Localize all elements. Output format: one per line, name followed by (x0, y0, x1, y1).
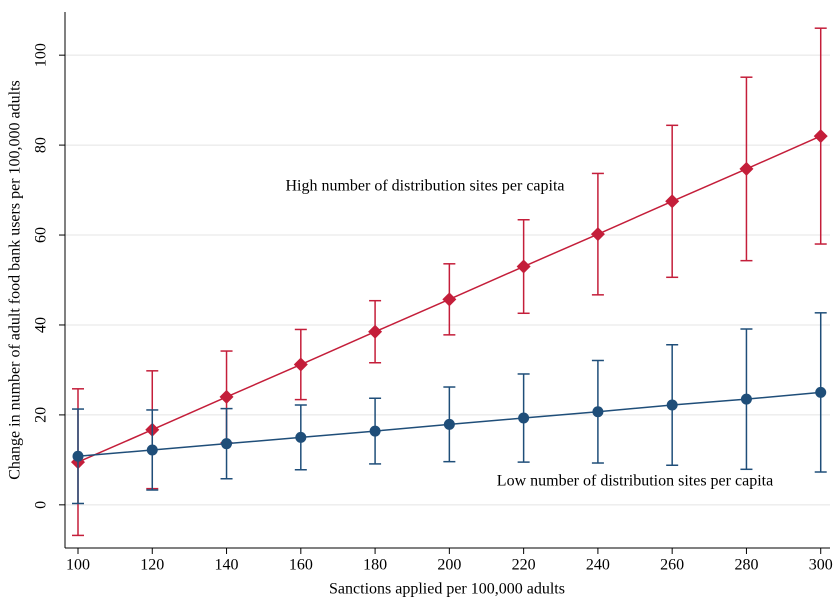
x-tick-label: 160 (289, 557, 313, 574)
x-tick-label: 100 (66, 557, 90, 574)
marker (72, 450, 84, 462)
y-axis-label: Change in number of adult food bank user… (7, 80, 24, 479)
marker (518, 412, 530, 424)
marker (740, 393, 752, 405)
y-tick-label: 0 (33, 501, 50, 509)
marker (295, 431, 307, 443)
x-tick-label: 180 (363, 557, 387, 574)
marker (592, 406, 604, 418)
marker (221, 438, 233, 450)
marker (369, 425, 381, 437)
series-annotation: Low number of distribution sites per cap… (497, 473, 773, 490)
x-tick-label: 300 (809, 557, 833, 574)
series-annotation: High number of distribution sites per ca… (285, 178, 564, 195)
marker (219, 389, 234, 404)
x-tick-label: 280 (734, 557, 758, 574)
marker (666, 399, 678, 411)
marker (516, 259, 531, 274)
marker (590, 227, 605, 242)
x-tick-label: 200 (437, 557, 461, 574)
marker (443, 418, 455, 430)
x-axis-label: Sanctions applied per 100,000 adults (329, 581, 565, 598)
x-tick-label: 220 (512, 557, 536, 574)
marker (293, 357, 308, 372)
marker (442, 292, 457, 307)
marker (739, 161, 754, 176)
x-tick-label: 240 (586, 557, 610, 574)
x-tick-label: 140 (215, 557, 239, 574)
y-tick-label: 100 (33, 43, 50, 67)
y-tick-label: 80 (33, 137, 50, 153)
y-tick-label: 60 (33, 227, 50, 243)
marker (368, 324, 383, 339)
marker (665, 194, 680, 209)
y-tick-label: 20 (33, 407, 50, 423)
x-tick-label: 260 (660, 557, 684, 574)
marker (815, 386, 827, 398)
marker (146, 444, 158, 456)
x-tick-label: 120 (140, 557, 164, 574)
y-tick-label: 40 (33, 317, 50, 333)
marker (813, 129, 828, 144)
